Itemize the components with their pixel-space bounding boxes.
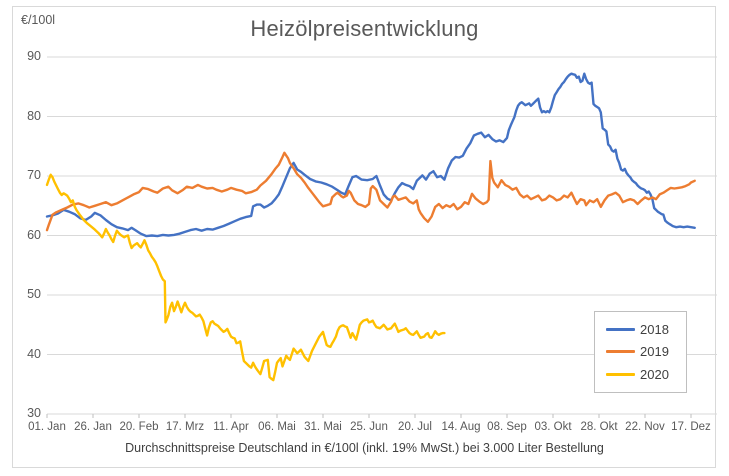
x-tick-label: 31. Mai <box>304 421 342 433</box>
y-tick-label: 60 <box>27 227 41 242</box>
x-tick-label: 20. Feb <box>119 421 159 433</box>
y-tick-label: 80 <box>27 108 41 123</box>
legend-swatch-2020 <box>606 373 635 377</box>
legend-swatch-2018 <box>606 327 635 331</box>
legend: 2018 2019 2020 <box>594 311 687 393</box>
legend-item-2019: 2019 <box>606 344 686 359</box>
legend-label-2020: 2020 <box>640 367 669 383</box>
y-tick-label: 50 <box>27 287 41 301</box>
x-tick-label: 17. Dez <box>671 421 711 433</box>
x-tick-label: 03. Okt <box>534 421 572 433</box>
legend-item-2018: 2018 <box>606 322 686 337</box>
legend-label-2019: 2019 <box>640 344 669 360</box>
x-tick-label: 26. Jan <box>74 421 112 433</box>
series-line-2018 <box>45 72 696 238</box>
y-tick-label: 70 <box>27 168 41 182</box>
y-tick-label: 40 <box>27 346 41 361</box>
y-tick-label: 90 <box>27 49 41 63</box>
legend-label-2018: 2018 <box>640 321 669 337</box>
x-tick-label: 08. Sep <box>487 421 527 433</box>
x-tick-label: 14. Aug <box>441 421 481 433</box>
x-tick-label: 20. Jul <box>398 421 432 433</box>
chart-title: Heizölpreisentwicklung <box>250 16 479 41</box>
x-tick-label: 25. Jun <box>350 421 388 433</box>
x-tick-label: 06. Mai <box>258 421 296 433</box>
x-tick-label: 17. Mrz <box>165 421 205 433</box>
x-tick-label: 01. Jan <box>28 421 66 433</box>
x-tick-label: 28. Okt <box>580 421 618 433</box>
legend-swatch-2019 <box>606 350 635 354</box>
axis-caption: Durchschnittspreise Deutschland in €/100… <box>125 441 604 455</box>
y-tick-label: 30 <box>27 406 41 420</box>
series-line-2020 <box>45 173 446 382</box>
series-line-2019 <box>45 151 696 232</box>
legend-item-2020: 2020 <box>606 367 686 382</box>
x-tick-label: 11. Apr <box>213 421 249 433</box>
x-tick-label: 22. Nov <box>625 421 665 433</box>
y-axis-unit-label: €/100l <box>21 13 56 27</box>
